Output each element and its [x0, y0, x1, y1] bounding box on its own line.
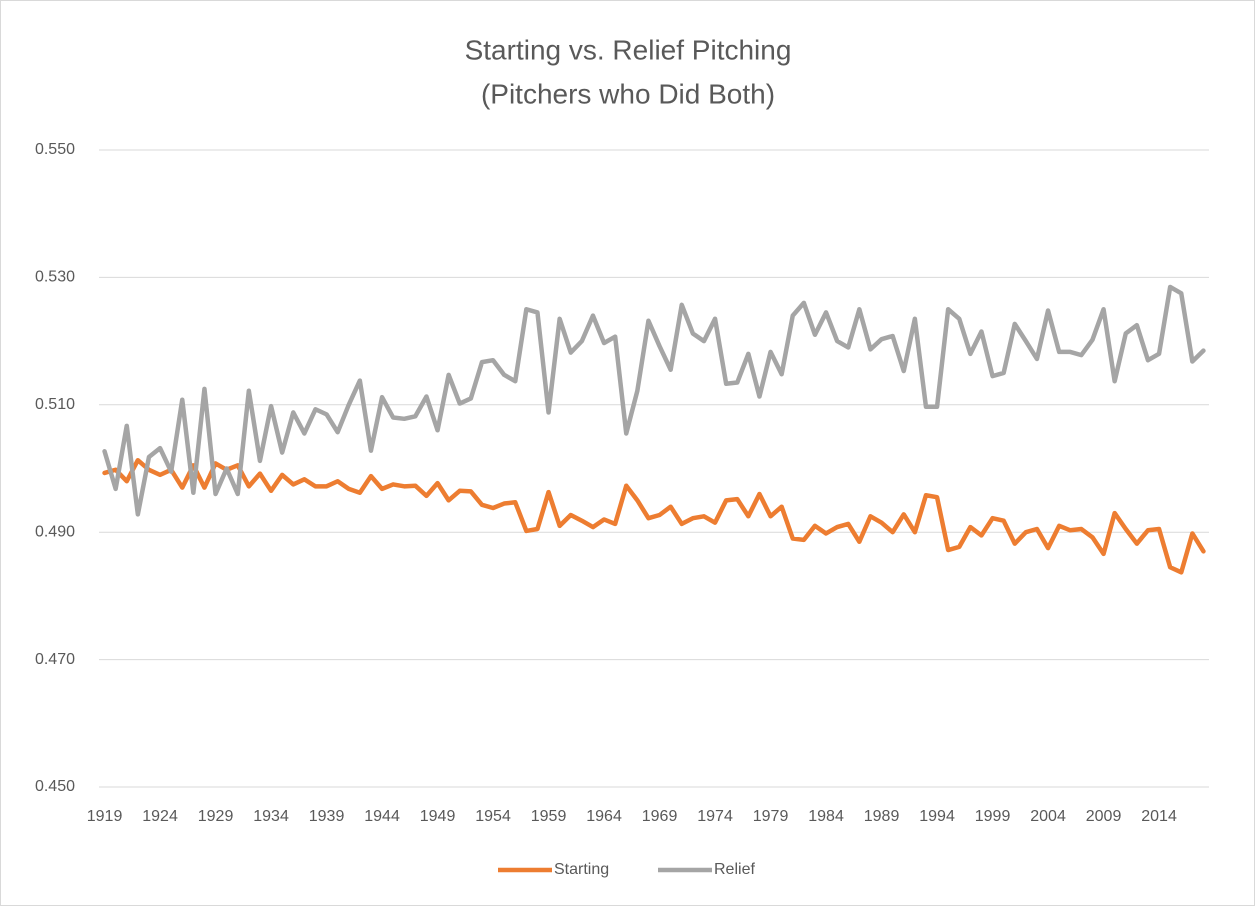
x-tick-label: 1994 [919, 808, 955, 825]
x-tick-label: 1959 [531, 808, 567, 825]
legend-label: Starting [554, 861, 609, 878]
y-tick-label: 0.450 [35, 778, 75, 795]
y-tick-label: 0.550 [35, 141, 75, 158]
x-tick-label: 1929 [198, 808, 234, 825]
x-tick-label: 2014 [1141, 808, 1177, 825]
x-tick-label: 1964 [586, 808, 622, 825]
x-tick-label: 2004 [1030, 808, 1066, 825]
x-tick-label: 1924 [142, 808, 178, 825]
legend-label: Relief [714, 861, 755, 878]
series-line [102, 457, 1206, 575]
x-tick-label: 1999 [975, 808, 1011, 825]
x-tick-label: 1919 [87, 808, 123, 825]
x-tick-label: 1969 [642, 808, 678, 825]
x-tick-label: 1989 [864, 808, 900, 825]
x-tick-label: 1944 [364, 808, 400, 825]
x-tick-label: 1979 [753, 808, 789, 825]
x-tick-label: 1949 [420, 808, 456, 825]
y-tick-label: 0.470 [35, 651, 75, 668]
x-tick-label: 1954 [475, 808, 511, 825]
x-tick-label: 1939 [309, 808, 345, 825]
chart-subtitle: (Pitchers who Did Both) [481, 78, 775, 109]
y-tick-label: 0.490 [35, 523, 75, 540]
chart-title: Starting vs. Relief Pitching [465, 34, 792, 65]
x-tick-label: 1984 [808, 808, 844, 825]
x-tick-label: 1974 [697, 808, 733, 825]
series-line [102, 284, 1206, 517]
y-tick-label: 0.530 [35, 269, 75, 286]
y-tick-label: 0.510 [35, 396, 75, 413]
x-tick-label: 1934 [253, 808, 289, 825]
x-tick-label: 2009 [1086, 808, 1122, 825]
